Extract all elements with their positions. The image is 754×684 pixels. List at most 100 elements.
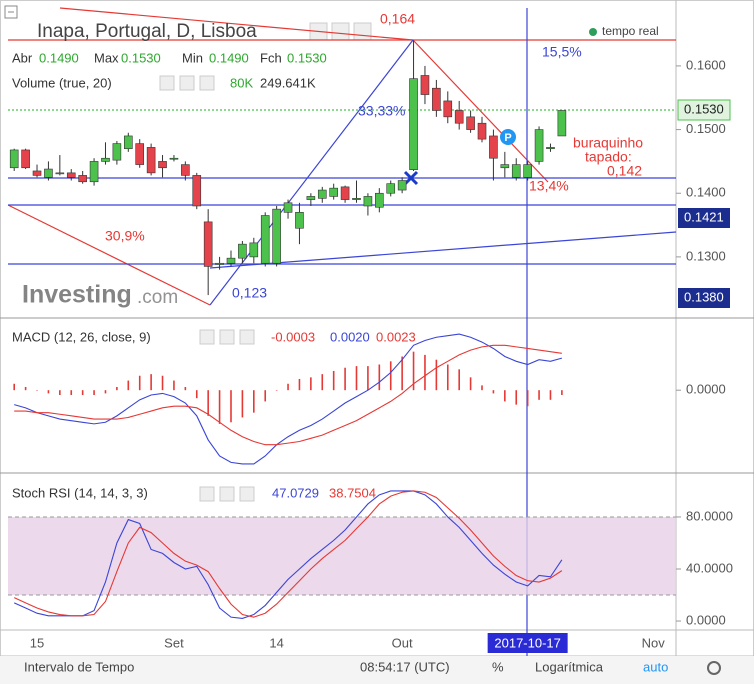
- candle-body: [238, 243, 247, 259]
- candle-body: [375, 192, 384, 208]
- series-line: [14, 344, 562, 446]
- candle-body: [557, 110, 567, 137]
- candle-body: [66, 172, 76, 178]
- histogram-bar: [446, 364, 449, 391]
- x-tick-label: 14: [269, 635, 283, 650]
- candle-body: [295, 212, 304, 229]
- annotation: tapado:: [585, 149, 632, 165]
- candle-body: [215, 262, 224, 265]
- y-tick-label: 0.1600: [686, 57, 726, 72]
- series-line: [13, 490, 563, 619]
- histogram-bar: [184, 386, 187, 391]
- footer-percent[interactable]: %: [492, 659, 504, 674]
- histogram-bar: [207, 390, 209, 416]
- annotation: 33,33%: [358, 103, 405, 119]
- histogram-bar: [264, 390, 267, 402]
- candle-body: [192, 175, 202, 207]
- histogram-bar: [298, 378, 301, 391]
- candle-body: [306, 196, 316, 200]
- x-tick-label: Out: [392, 635, 413, 650]
- candle-body: [55, 172, 65, 175]
- histogram-bar: [481, 385, 483, 391]
- histogram-bar: [469, 377, 472, 391]
- histogram-bar: [504, 390, 506, 402]
- x-tick-label: Nov: [642, 635, 666, 650]
- histogram-bar: [253, 390, 255, 413]
- footer-log[interactable]: Logarítmica: [535, 659, 604, 674]
- candle-body: [169, 157, 179, 160]
- histogram-bar: [59, 390, 61, 395]
- histogram-bar: [93, 390, 95, 395]
- price-tag: 0.1421: [684, 209, 724, 224]
- histogram-bar: [538, 390, 540, 400]
- panel-value: 47.0729: [272, 485, 319, 500]
- histogram-bar: [241, 390, 244, 418]
- chart-title: Inapa, Portugal, D, Lisboa: [37, 21, 257, 42]
- histogram-bar: [344, 367, 346, 391]
- histogram-bar: [492, 390, 495, 394]
- annotation: 0,142: [607, 163, 642, 179]
- price-tag-box: [678, 208, 730, 228]
- histogram-bar: [195, 390, 198, 399]
- series-line: [13, 490, 563, 618]
- candle-body: [9, 149, 19, 169]
- panel-value: 38.7504: [329, 485, 376, 500]
- price-tag: 0.1380: [684, 289, 724, 304]
- candle-body: [158, 161, 167, 169]
- candle-body: [397, 180, 407, 191]
- histogram-bar: [515, 390, 518, 405]
- histogram-bar: [218, 390, 221, 424]
- price-tag: 0.1530: [684, 101, 724, 116]
- histogram-bar: [104, 390, 107, 394]
- histogram-bar: [355, 366, 358, 391]
- histogram-bar: [549, 390, 552, 400]
- histogram-bar: [161, 375, 164, 391]
- histogram-bar: [81, 390, 84, 395]
- footer-time: 08:54:17 (UTC): [360, 659, 450, 674]
- candle-body: [352, 198, 361, 200]
- volume-label: Volume (true, 20): [12, 75, 112, 90]
- candle-body: [226, 257, 236, 264]
- y-tick-label: 0.1400: [686, 185, 726, 200]
- x-tick-label: 15: [30, 635, 44, 650]
- candle-body: [21, 149, 30, 169]
- candle-body: [386, 183, 396, 194]
- panel-value: 0.0020: [330, 329, 370, 344]
- candle-body: [203, 221, 213, 267]
- histogram-bar: [150, 374, 152, 391]
- candle-body: [329, 187, 338, 197]
- ohlc-value: 0.1490: [39, 50, 79, 65]
- histogram-bar: [230, 390, 232, 423]
- footer-interval: Intervalo de Tempo: [24, 659, 134, 674]
- histogram-bar: [561, 390, 563, 395]
- price-tag-box: [677, 99, 731, 121]
- y-tick-label: 40.0000: [686, 560, 733, 575]
- footer-auto[interactable]: auto: [643, 659, 668, 674]
- histogram-bar: [24, 386, 27, 391]
- candle-body: [181, 164, 190, 176]
- panel-value: -0.0003: [271, 329, 315, 344]
- candle-body: [249, 242, 259, 258]
- annotation: 0,123: [232, 285, 267, 301]
- candle-body: [89, 161, 99, 183]
- annotation: 0,164: [380, 11, 415, 27]
- ohlc-value: 0.1530: [287, 50, 327, 65]
- y-tick-label: 0.1500: [686, 121, 726, 136]
- panel-value: 0.0023: [376, 329, 416, 344]
- y-tick-label: 0.1300: [686, 248, 726, 263]
- candle-body: [146, 147, 156, 174]
- histogram-bar: [401, 356, 403, 391]
- ohlc-label: Max: [94, 50, 119, 65]
- annotation: 13,4%: [529, 178, 569, 194]
- histogram-bar: [36, 390, 38, 391]
- histogram-bar: [367, 366, 369, 391]
- candle-body: [443, 100, 453, 118]
- histogram-bar: [116, 386, 118, 391]
- ohlc-value: 0.1530: [121, 50, 161, 65]
- annotation: 30,9%: [105, 228, 145, 244]
- histogram-bar: [424, 354, 426, 391]
- candle-body: [409, 78, 418, 170]
- price-tag-box: [678, 288, 730, 308]
